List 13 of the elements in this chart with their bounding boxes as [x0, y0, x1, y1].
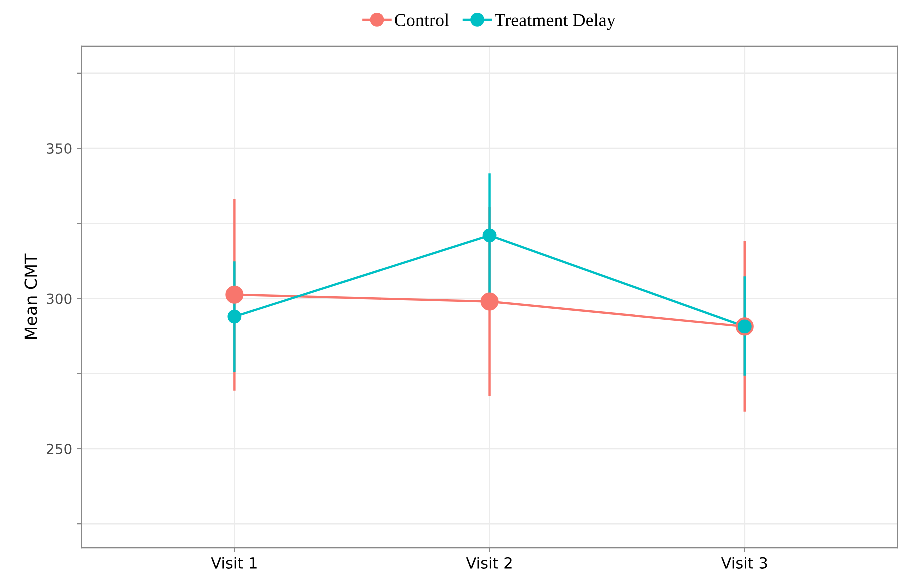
x-tick-label: Visit 3: [721, 557, 768, 569]
x-tick-label: Visit 2: [466, 557, 512, 569]
point: [228, 310, 242, 324]
legend-label: Control: [395, 14, 450, 26]
point: [226, 286, 244, 304]
y-axis-title: Mean CMT: [24, 254, 38, 340]
x-tick-label: Visit 1: [211, 557, 257, 569]
legend-label: Treatment Delay: [495, 14, 616, 30]
point: [482, 228, 497, 243]
y-tick-label: 350: [47, 144, 72, 154]
y-tick-label: 250: [47, 444, 72, 454]
y-tick-label: 300: [47, 294, 72, 304]
point: [480, 292, 499, 311]
